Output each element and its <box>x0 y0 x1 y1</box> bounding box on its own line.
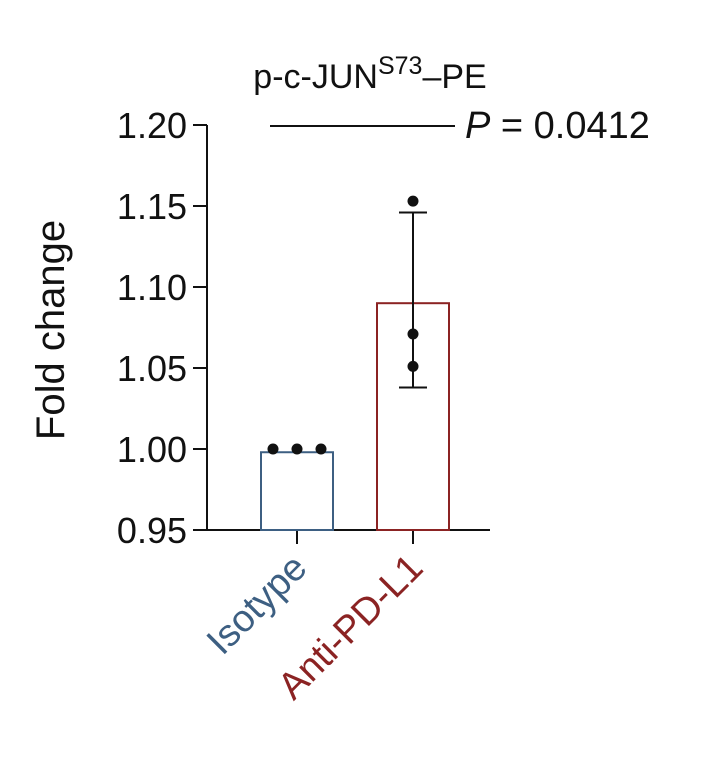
p-value: = 0.0412 <box>490 105 650 147</box>
chart-title-superscript: S73 <box>378 52 422 80</box>
y-axis-label: Fold change <box>29 220 73 440</box>
data-point <box>407 195 419 207</box>
y-tick-label: 1.10 <box>117 267 187 308</box>
significance-annotation: P = 0.0412 <box>270 105 650 147</box>
chart-title-main: p-c-JUN <box>253 58 378 96</box>
y-tick-label: 0.95 <box>117 510 187 551</box>
bars <box>260 302 450 532</box>
p-value-text: P = 0.0412 <box>465 105 650 147</box>
p-label: P <box>465 105 491 147</box>
bar <box>260 451 334 531</box>
chart-title: p-c-JUNS73–PE <box>253 52 486 96</box>
data-point <box>315 443 327 455</box>
chart-title-suffix: –PE <box>422 58 486 96</box>
y-tick-label: 1.05 <box>117 348 187 389</box>
data-point <box>407 360 419 372</box>
y-tick-label: 1.20 <box>117 105 187 146</box>
y-tick-label: 1.00 <box>117 429 187 470</box>
data-point <box>267 443 279 455</box>
data-points <box>267 195 419 455</box>
y-tick-label: 1.15 <box>117 186 187 227</box>
error-bars <box>399 211 427 389</box>
data-point <box>291 443 303 455</box>
data-point <box>407 328 419 340</box>
x-tick-label: Isotype <box>199 547 315 663</box>
y-axis: 0.95 1.00 1.05 1.10 1.15 1.20 <box>117 105 208 551</box>
